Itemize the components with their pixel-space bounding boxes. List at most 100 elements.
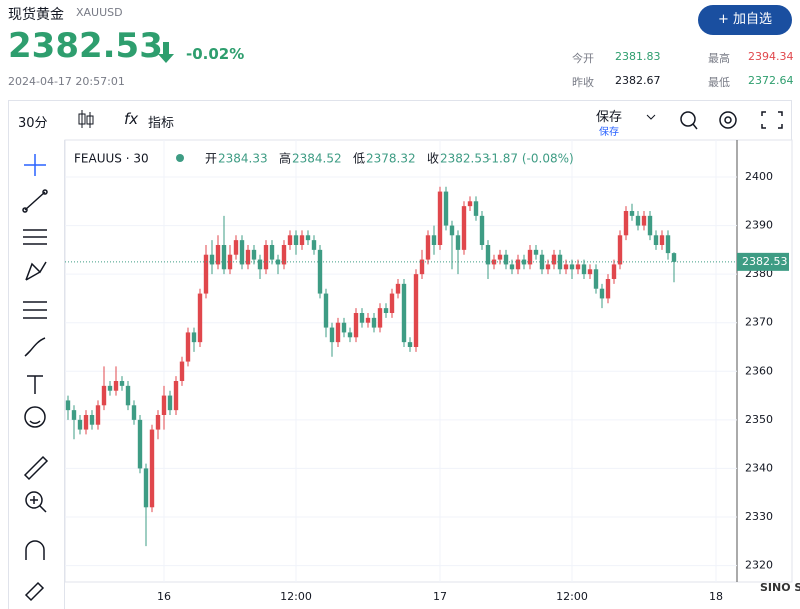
- candle-body: [113, 381, 119, 391]
- candle-body: [473, 201, 479, 216]
- interval-button[interactable]: 30分: [18, 116, 48, 131]
- stat-value: 2394.34: [748, 50, 794, 63]
- add-watchlist-button[interactable]: + 加自选: [698, 5, 792, 35]
- chart-frame: [64, 139, 793, 583]
- candle-body: [371, 317, 377, 328]
- stat-value: 2382.67: [615, 74, 661, 87]
- save-dropdown[interactable]: [645, 112, 657, 122]
- legend-label: 开: [205, 152, 217, 166]
- candle-body: [431, 235, 437, 245]
- candle-body: [107, 385, 113, 391]
- legend-value: 2378.32: [366, 152, 416, 166]
- candle-body: [635, 215, 641, 226]
- y-tick-label: 2340: [745, 461, 773, 474]
- candle-body: [617, 235, 623, 265]
- candle-body: [359, 313, 365, 323]
- candle-body: [137, 419, 143, 469]
- legend-label: 低: [353, 152, 365, 166]
- candle-body: [599, 288, 605, 299]
- legend-label: 高: [279, 151, 291, 166]
- candle-body: [377, 308, 383, 328]
- candle-body: [209, 254, 215, 265]
- candle-body: [425, 235, 431, 260]
- last-price-label: 2382.53: [742, 255, 788, 268]
- candle-body: [221, 245, 227, 270]
- candle-body: [563, 264, 569, 270]
- candle-body: [197, 293, 203, 343]
- candle-body: [659, 235, 665, 245]
- candle-body: [593, 269, 599, 289]
- legend-label: 收: [427, 152, 439, 166]
- candle-body: [245, 249, 251, 265]
- y-tick-label: 2370: [745, 316, 773, 329]
- candle-body: [551, 254, 557, 265]
- y-tick-label: 2320: [745, 559, 773, 572]
- candle-body: [89, 415, 95, 425]
- candle-body: [533, 249, 539, 255]
- candle-body: [329, 327, 335, 343]
- candle-body: [173, 381, 179, 411]
- candle-body: [527, 249, 533, 265]
- x-tick-label: 12:00: [556, 590, 588, 603]
- change: -0.02%: [186, 45, 245, 63]
- candle-body: [467, 201, 473, 207]
- candle-body: [95, 405, 101, 425]
- candle-body: [77, 419, 83, 430]
- candle-body: [485, 245, 491, 265]
- candle-body: [353, 313, 359, 338]
- legend-title: FEAUUS · 30: [74, 152, 149, 166]
- candle-body: [293, 235, 299, 245]
- candle-body: [395, 283, 401, 294]
- indicator-icon: fx: [124, 110, 139, 128]
- x-tick-label: 16: [157, 590, 171, 603]
- save-button[interactable]: 保存: [596, 110, 623, 125]
- candle-body: [437, 191, 443, 245]
- title: 现货黄金: [8, 7, 64, 23]
- candle-body: [83, 415, 89, 430]
- candle-body: [605, 279, 611, 299]
- y-tick-label: 2360: [745, 364, 773, 377]
- candle-body: [623, 211, 629, 236]
- candle-body: [251, 249, 257, 260]
- candle-body: [509, 264, 515, 270]
- candle-body: [569, 264, 575, 270]
- candle-body: [233, 240, 239, 255]
- candle-body: [653, 235, 659, 245]
- chart-type-button[interactable]: [76, 108, 96, 130]
- candle-body: [503, 254, 509, 265]
- legend-value: 2384.52: [292, 152, 342, 166]
- save-sub: 保存: [599, 127, 619, 138]
- candle-body: [479, 215, 485, 245]
- candle-body: [587, 269, 593, 275]
- status-dot: [176, 154, 184, 162]
- candle-body: [167, 395, 173, 411]
- candle-body: [443, 191, 449, 226]
- candle-body: [131, 405, 137, 420]
- candle-body: [143, 468, 149, 508]
- candle-body: [185, 332, 191, 362]
- indicators-button[interactable]: 指标: [148, 116, 175, 131]
- candle-body: [413, 274, 419, 347]
- candle-body: [119, 381, 125, 386]
- stat-label: 最低: [708, 76, 730, 89]
- stat-value: 2381.83: [615, 50, 661, 63]
- y-tick-label: 2390: [745, 219, 773, 232]
- drawing-tools[interactable]: [20, 150, 50, 605]
- candle-body: [347, 332, 353, 338]
- candle-body: [581, 264, 587, 275]
- x-tick-label: 12:00: [280, 590, 312, 603]
- stat-value: 2372.64: [748, 74, 794, 87]
- y-tick-label: 2350: [745, 413, 773, 426]
- stat-label: 最高: [708, 52, 730, 65]
- candle-body: [335, 322, 341, 343]
- candle-body: [419, 259, 425, 275]
- candle-body: [455, 235, 461, 250]
- y-tick-label: 2400: [745, 170, 773, 183]
- candle-body: [311, 240, 317, 250]
- candle-body: [305, 235, 311, 241]
- candle-body: [629, 211, 635, 216]
- candle-body: [407, 342, 413, 347]
- candle-body: [461, 206, 467, 250]
- candle-body: [269, 245, 275, 260]
- candle-body: [341, 322, 347, 333]
